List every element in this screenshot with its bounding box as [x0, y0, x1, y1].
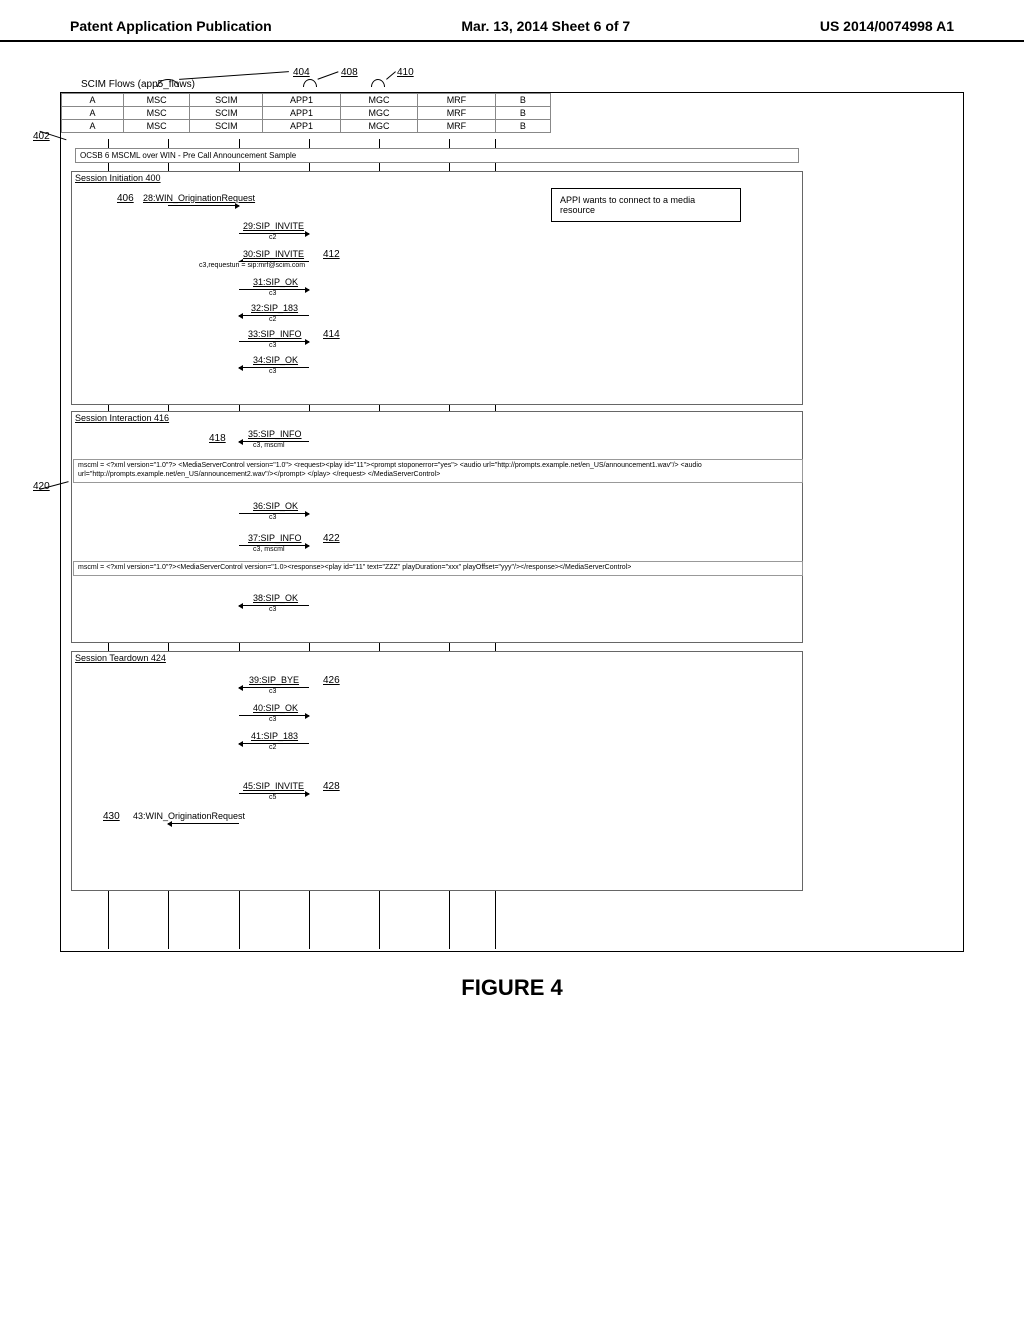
- col-MSC: MSC: [123, 94, 189, 107]
- sub-29: c2: [269, 234, 276, 241]
- msg-30: 30:SIP_INVITE: [243, 249, 304, 259]
- ref-404: 404: [293, 67, 310, 78]
- ref-410: 410: [397, 67, 414, 78]
- arr-43: [168, 823, 239, 824]
- section-interaction: [71, 411, 803, 643]
- sub-45: c5: [269, 794, 276, 801]
- ref-402: 402: [33, 131, 50, 142]
- ref-418: 418: [209, 433, 226, 444]
- sub-36: c3: [269, 514, 276, 521]
- sub-39: c3: [269, 688, 276, 695]
- msg-38: 38:SIP_OK: [253, 593, 298, 603]
- ref-426: 426: [323, 675, 340, 686]
- ref-430: 430: [103, 811, 120, 822]
- sub-35: c3, mscml: [253, 442, 285, 449]
- section-teardown: [71, 651, 803, 891]
- msg-29: 29:SIP_INVITE: [243, 221, 304, 231]
- msg-35: 35:SIP_INFO: [248, 429, 302, 439]
- sub-34: c3: [269, 368, 276, 375]
- page-header: Patent Application Publication Mar. 13, …: [0, 0, 1024, 42]
- msg-32: 32:SIP_183: [251, 303, 298, 313]
- col-MGC: MGC: [340, 94, 417, 107]
- col-SCIM: SCIM: [190, 94, 263, 107]
- msg-40: 40:SIP_OK: [253, 703, 298, 713]
- pub-title: Patent Application Publication: [70, 18, 272, 34]
- leader-410: [386, 71, 396, 79]
- sub-32: c2: [269, 316, 276, 323]
- section-initiation-title: Session Initiation 400: [73, 173, 163, 183]
- msg-45: 45:SIP_INVITE: [243, 781, 304, 791]
- col-A: A: [62, 94, 124, 107]
- ref-422: 422: [323, 533, 340, 544]
- pub-date: Mar. 13, 2014 Sheet 6 of 7: [461, 18, 630, 34]
- leader-408: [317, 71, 338, 79]
- osb-title-box: OCSB 6 MSCML over WIN - Pre Call Announc…: [75, 148, 799, 163]
- figure-title: FIGURE 4: [61, 975, 963, 1001]
- msg-41: 41:SIP_183: [251, 731, 298, 741]
- col-APP1: APP1: [263, 94, 340, 107]
- ref-408: 408: [341, 67, 358, 78]
- col-B: B: [495, 94, 550, 107]
- msg-39: 39:SIP_BYE: [249, 675, 299, 685]
- sub-40: c3: [269, 716, 276, 723]
- arr-28: [168, 205, 239, 206]
- sub-33: c3: [269, 342, 276, 349]
- xml-box-2: mscml = <?xml version="1.0"?><MediaServe…: [73, 561, 803, 576]
- column-headers: A MSC SCIM APP1 MGC MRF B AMSC SCIMAPP1 …: [61, 93, 551, 133]
- xml-box-1: mscml = <?xml version="1.0"?> <MediaServ…: [73, 459, 803, 483]
- msg-28: 28:WIN_OriginationRequest: [143, 193, 255, 203]
- msg-31: 31:SIP_OK: [253, 277, 298, 287]
- col-MRF: MRF: [418, 94, 495, 107]
- ref-420: 420: [33, 481, 50, 492]
- arc-410: [371, 79, 385, 87]
- sub-38: c3: [269, 606, 276, 613]
- section-interaction-title: Session Interaction 416: [73, 413, 171, 423]
- ref-414: 414: [323, 329, 340, 340]
- msg-33: 33:SIP_INFO: [248, 329, 302, 339]
- ref-412: 412: [323, 249, 340, 260]
- arc-408: [303, 79, 317, 87]
- ref-428: 428: [323, 781, 340, 792]
- sub-37: c3, mscml: [253, 546, 285, 553]
- leader-404: [179, 71, 289, 80]
- sub-41: c2: [269, 744, 276, 751]
- msg-37: 37:SIP_INFO: [248, 533, 302, 543]
- msg-36: 36:SIP_OK: [253, 501, 298, 511]
- sub-30: c3,requesturi = sip:mrf@scim.com: [199, 262, 305, 269]
- note-appi: APPI wants to connect to a media resourc…: [551, 188, 741, 222]
- sequence-diagram: SCIM Flows (app5_flows) 404 408 410 A MS…: [60, 92, 964, 952]
- pub-number: US 2014/0074998 A1: [820, 18, 954, 34]
- sub-31: c3: [269, 290, 276, 297]
- msg-34: 34:SIP_OK: [253, 355, 298, 365]
- msg-43: 43:WIN_OriginationRequest: [133, 811, 245, 821]
- ref-406: 406: [117, 193, 134, 204]
- section-teardown-title: Session Teardown 424: [73, 653, 168, 663]
